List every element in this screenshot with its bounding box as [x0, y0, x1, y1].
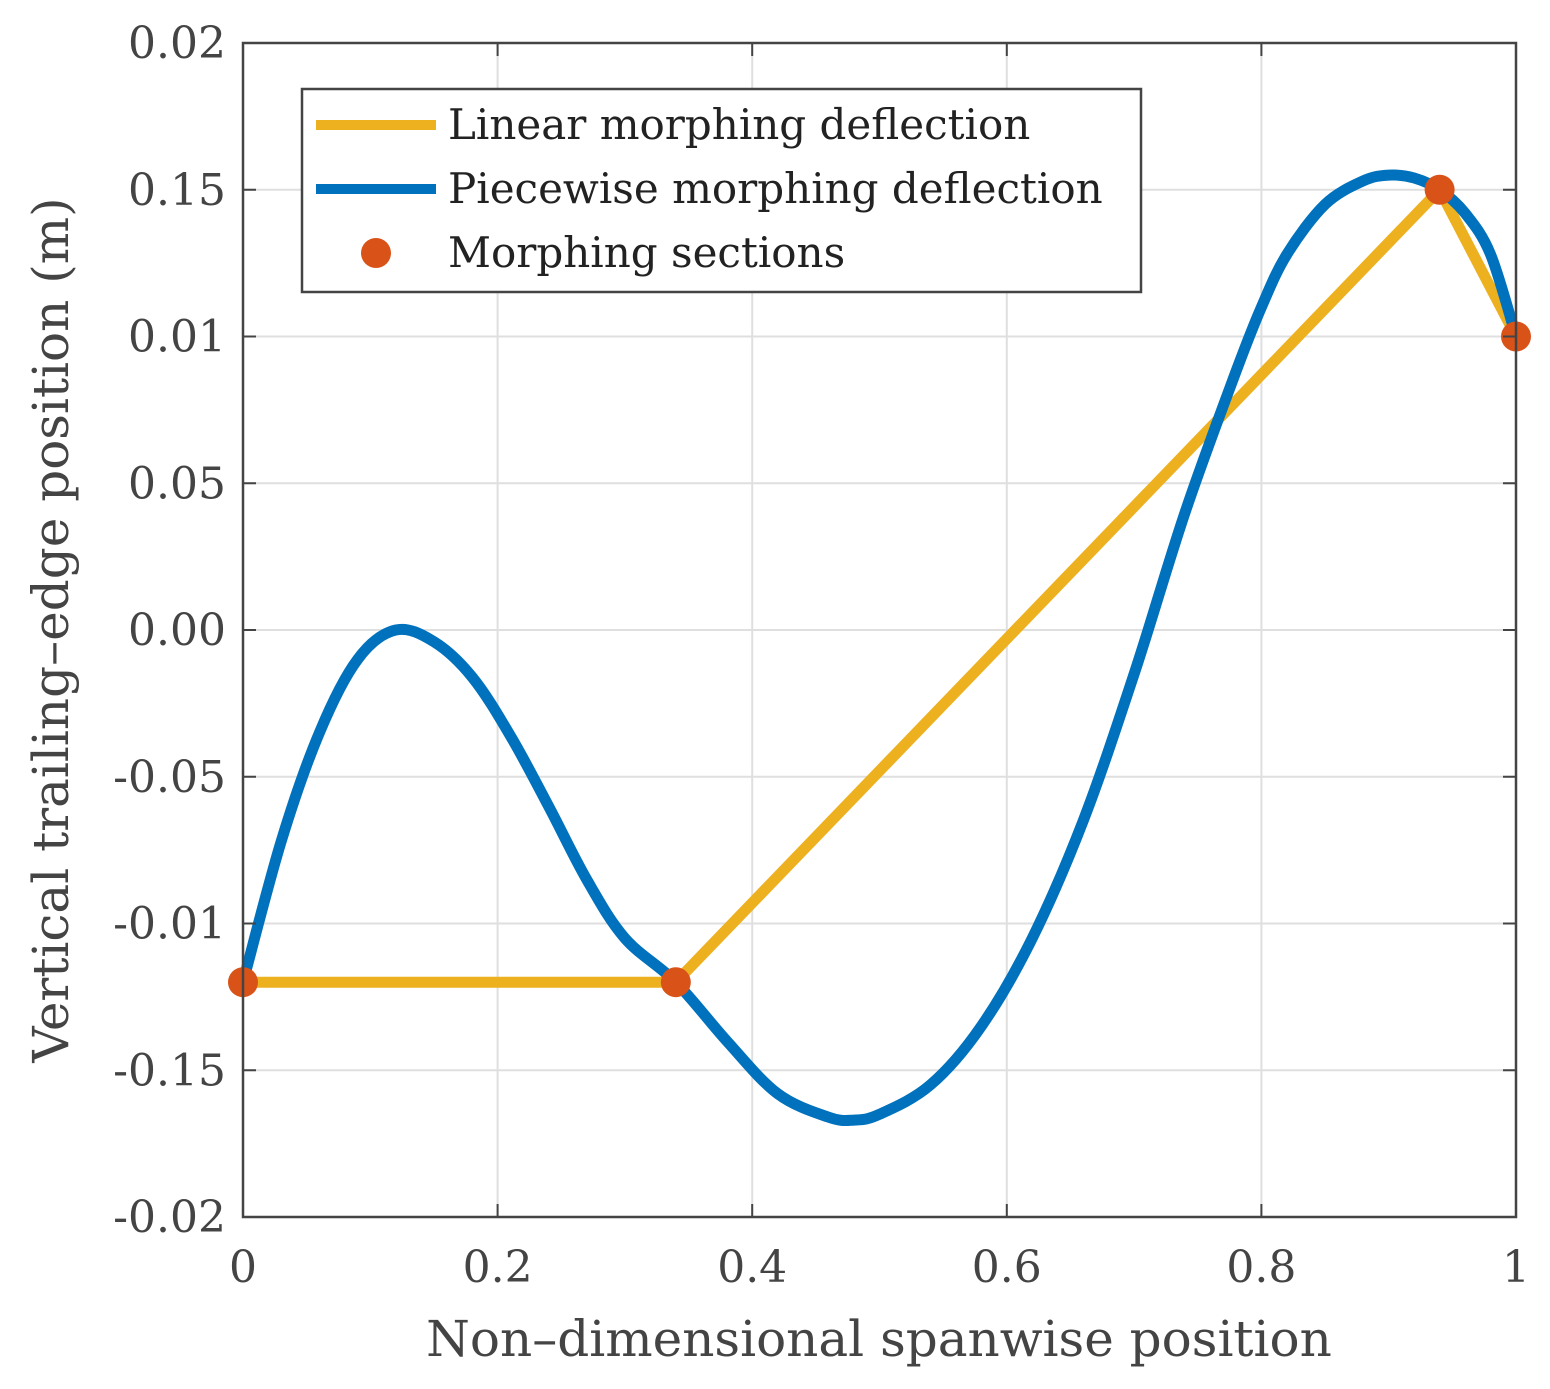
- series-piecewise-morphing-line: [237, 169, 1522, 1127]
- y-tick-label: 0.15: [128, 165, 226, 216]
- y-tick-label: 0.00: [128, 605, 226, 656]
- y-tick-label: -0.15: [113, 1045, 226, 1096]
- y-tick-label: 0.02: [128, 18, 226, 69]
- y-tick-label: -0.02: [113, 1192, 226, 1243]
- x-tick-label: 0.4: [717, 1242, 787, 1293]
- legend-label-linear: Linear morphing deflection: [448, 100, 1030, 149]
- y-tick-label: -0.01: [113, 899, 226, 950]
- legend-swatch-sections: [361, 238, 391, 268]
- x-tick-label: 1: [1502, 1242, 1530, 1293]
- tick-labels: 0 0.2 0.4 0.6 0.8 1 -0.02 -0.15 -0.01 -0.05 0.00 0.…: [113, 18, 1530, 1293]
- legend-box: [300, 87, 1143, 294]
- y-axis-label: Vertical trailing–edge position (m): [22, 197, 80, 1063]
- morphing-section-point: [660, 967, 691, 998]
- x-tick-label: 0.2: [463, 1242, 533, 1293]
- legend: Linear morphing deflection Piecewise mor…: [300, 87, 1143, 294]
- x-axis-label: Non–dimensional spanwise position: [426, 1310, 1332, 1368]
- legend-label-sections: Morphing sections: [448, 228, 845, 277]
- series-layer: [228, 169, 1531, 1127]
- x-tick-label: 0.6: [972, 1242, 1042, 1293]
- y-tick-label: 0.01: [128, 312, 226, 363]
- x-tick-label: 0: [229, 1242, 257, 1293]
- series-linear-morphing-line: [243, 184, 1521, 988]
- y-tick-label: -0.05: [113, 752, 226, 803]
- y-tick-label: 0.05: [128, 458, 226, 509]
- morphing-section-point: [1424, 174, 1455, 205]
- legend-label-piecewise: Piecewise morphing deflection: [448, 164, 1103, 213]
- ticks: [242, 42, 1517, 1218]
- x-tick-label: 0.8: [1226, 1242, 1296, 1293]
